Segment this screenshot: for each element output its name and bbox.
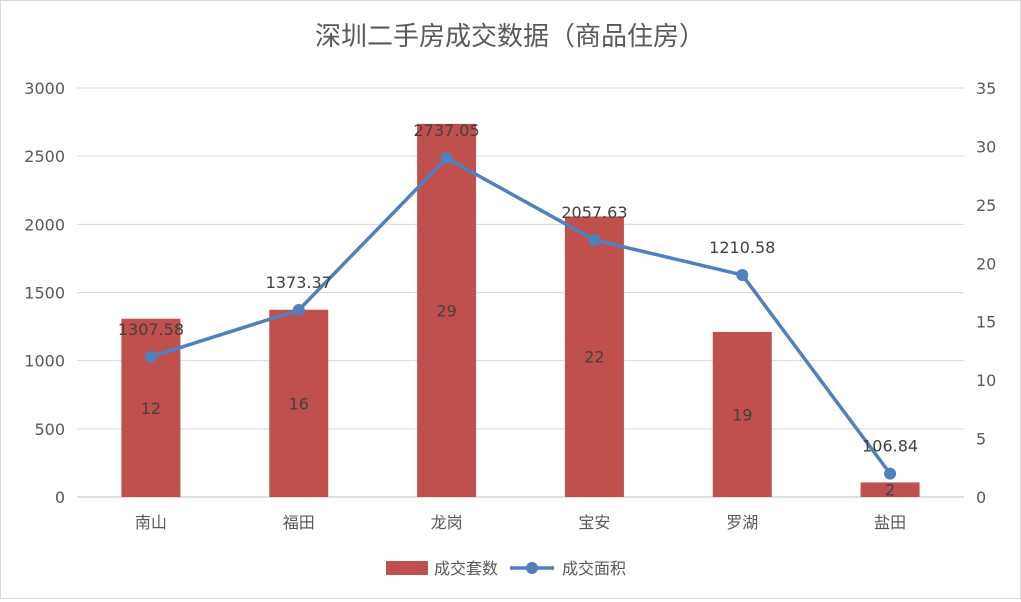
bar-data-label: 106.84: [862, 437, 918, 456]
line-point: [736, 268, 749, 281]
category-label: 龙岗: [431, 513, 463, 532]
chart-title: 深圳二手房成交数据（商品住房）: [315, 22, 705, 52]
left-axis-tick-label: 2500: [24, 147, 65, 166]
legend-line-marker: [526, 562, 538, 574]
right-axis-tick-label: 0: [976, 488, 986, 507]
legend-line-label: 成交面积: [562, 559, 626, 578]
line-data-label: 12: [141, 399, 161, 418]
left-axis-tick-label: 1500: [24, 284, 65, 303]
gridlines: [77, 87, 964, 498]
right-axis-tick-label: 15: [976, 313, 996, 332]
bar-data-label: 1210.58: [709, 238, 775, 257]
left-axis-tick-label: 0: [55, 488, 65, 507]
left-axis: 0 500 1000 1500 2000 2500 3000: [24, 79, 65, 507]
category-label: 盐田: [874, 513, 906, 532]
bar: [712, 331, 772, 497]
left-axis-tick-label: 500: [34, 420, 65, 439]
bar-data-label: 2057.63: [561, 203, 627, 222]
legend: 成交套数 成交面积: [386, 559, 626, 578]
bar-series: [121, 123, 920, 497]
left-axis-tick-label: 1000: [24, 352, 65, 371]
left-axis-tick-label: 3000: [24, 79, 65, 98]
bar-data-label: 1307.58: [118, 320, 184, 339]
bar: [121, 318, 181, 497]
line-data-label: 29: [436, 301, 456, 320]
right-axis-tick-label: 20: [976, 254, 996, 273]
legend-bar-label: 成交套数: [434, 559, 498, 578]
line-point: [440, 152, 453, 165]
category-label: 宝安: [578, 513, 610, 532]
right-axis-tick-label: 30: [976, 137, 996, 156]
right-axis: 0 5 10 15 20 25 30 35: [976, 79, 996, 507]
right-axis-tick-label: 35: [976, 79, 996, 98]
category-axis: 南山 福田 龙岗 宝安 罗湖 盐田: [135, 513, 906, 532]
bar: [269, 309, 329, 497]
category-label: 福田: [283, 513, 315, 532]
legend-bar-swatch: [386, 561, 428, 575]
category-label: 南山: [135, 513, 167, 532]
line-data-label: 22: [584, 348, 604, 367]
bar-data-label: 2737.05: [413, 121, 479, 140]
line-point: [292, 304, 305, 317]
right-axis-tick-label: 10: [976, 371, 996, 390]
right-axis-tick-label: 5: [976, 430, 986, 449]
line-data-label: 19: [732, 405, 752, 424]
data-labels: 12 16 29 22 19 2 1307.58 1373.37 2737.05 2057.63 1…: [118, 121, 918, 500]
category-label: 罗湖: [726, 513, 758, 532]
right-axis-tick-label: 25: [976, 196, 996, 215]
line-series: [144, 152, 897, 480]
bar: [860, 482, 920, 497]
line-point: [588, 233, 601, 246]
bar: [564, 216, 624, 497]
left-axis-tick-label: 2000: [24, 215, 65, 234]
line-point: [884, 467, 897, 480]
line-data-label: 2: [885, 481, 895, 500]
bar: [417, 123, 477, 497]
series-line: [149, 156, 892, 476]
bar-data-label: 1373.37: [266, 273, 332, 292]
line-data-label: 16: [289, 394, 309, 413]
line-point: [144, 350, 157, 363]
